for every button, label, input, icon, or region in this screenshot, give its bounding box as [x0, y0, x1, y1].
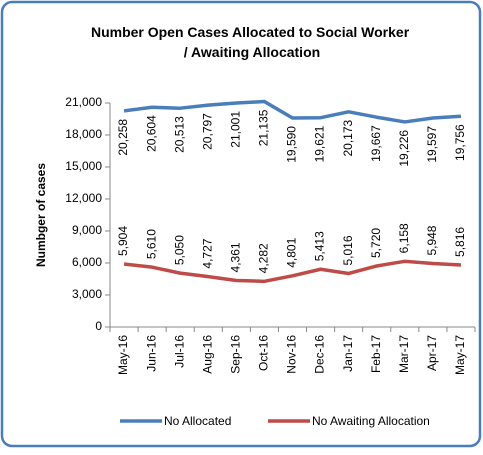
data-label: 5,413: [313, 231, 327, 261]
data-label: 19,226: [397, 130, 411, 167]
title-line: Number Open Cases Allocated to Social Wo…: [91, 24, 410, 40]
data-label: 20,513: [172, 116, 186, 153]
title-line: / Awaiting Allocation: [184, 44, 320, 60]
legend-label: No Awaiting Allocation: [312, 414, 430, 428]
data-label: 19,590: [285, 126, 299, 163]
chart-title: Number Open Cases Allocated to Social Wo…: [91, 24, 413, 60]
data-label: 19,667: [369, 125, 383, 162]
data-label: 4,361: [229, 242, 243, 272]
data-label: 5,050: [172, 235, 186, 265]
data-label: 5,816: [453, 227, 467, 257]
data-label: 20,258: [116, 119, 130, 156]
x-tick-label: May-16: [116, 335, 130, 375]
data-label: 4,801: [285, 237, 299, 267]
y-axis-title: Numbger of cases: [34, 163, 48, 267]
data-label: 20,604: [144, 115, 158, 152]
data-label: 4,282: [257, 243, 271, 273]
x-tick-label: Nov-16: [285, 335, 299, 374]
data-label: 4,727: [200, 238, 214, 268]
data-label: 6,158: [397, 223, 411, 253]
data-label: 5,904: [116, 226, 130, 256]
series-line: [123, 99, 462, 124]
y-tick-label: 15,000: [65, 159, 102, 173]
x-tick-label: Feb-17: [369, 335, 383, 373]
x-tick-label: Mar-17: [397, 335, 411, 373]
y-tick-label: 9,000: [72, 223, 102, 237]
series-line: [123, 259, 462, 284]
x-tick-label: Apr-17: [425, 335, 439, 371]
y-tick-label: 3,000: [72, 287, 102, 301]
data-label: 5,610: [144, 229, 158, 259]
data-label: 19,597: [425, 126, 439, 163]
x-tick-label: Aug-16: [200, 335, 214, 374]
y-tick-label: 12,000: [65, 191, 102, 205]
data-label: 5,948: [425, 225, 439, 255]
data-label: 19,621: [313, 125, 327, 162]
data-label: 20,797: [200, 113, 214, 150]
data-label: 21,135: [257, 109, 271, 146]
data-label: 5,720: [369, 228, 383, 258]
x-tick-label: Jul-16: [172, 335, 186, 368]
y-tick-label: 21,000: [65, 95, 102, 109]
x-tick-label: Oct-16: [257, 335, 271, 371]
x-tick-label: Sep-16: [229, 335, 243, 374]
x-tick-label: Jun-16: [144, 335, 158, 372]
x-tick-label: May-17: [453, 335, 467, 375]
y-tick-label: 6,000: [72, 255, 102, 269]
x-tick-label: Jan-17: [341, 335, 355, 372]
y-tick-label: 18,000: [65, 127, 102, 141]
legend-label: No Allocated: [164, 414, 231, 428]
x-tick-label: Dec-16: [313, 335, 327, 374]
data-label: 5,016: [341, 235, 355, 265]
data-label: 20,173: [341, 119, 355, 156]
data-label: 21,001: [229, 111, 243, 148]
data-label: 19,756: [453, 124, 467, 161]
y-tick-label: 0: [95, 319, 102, 333]
